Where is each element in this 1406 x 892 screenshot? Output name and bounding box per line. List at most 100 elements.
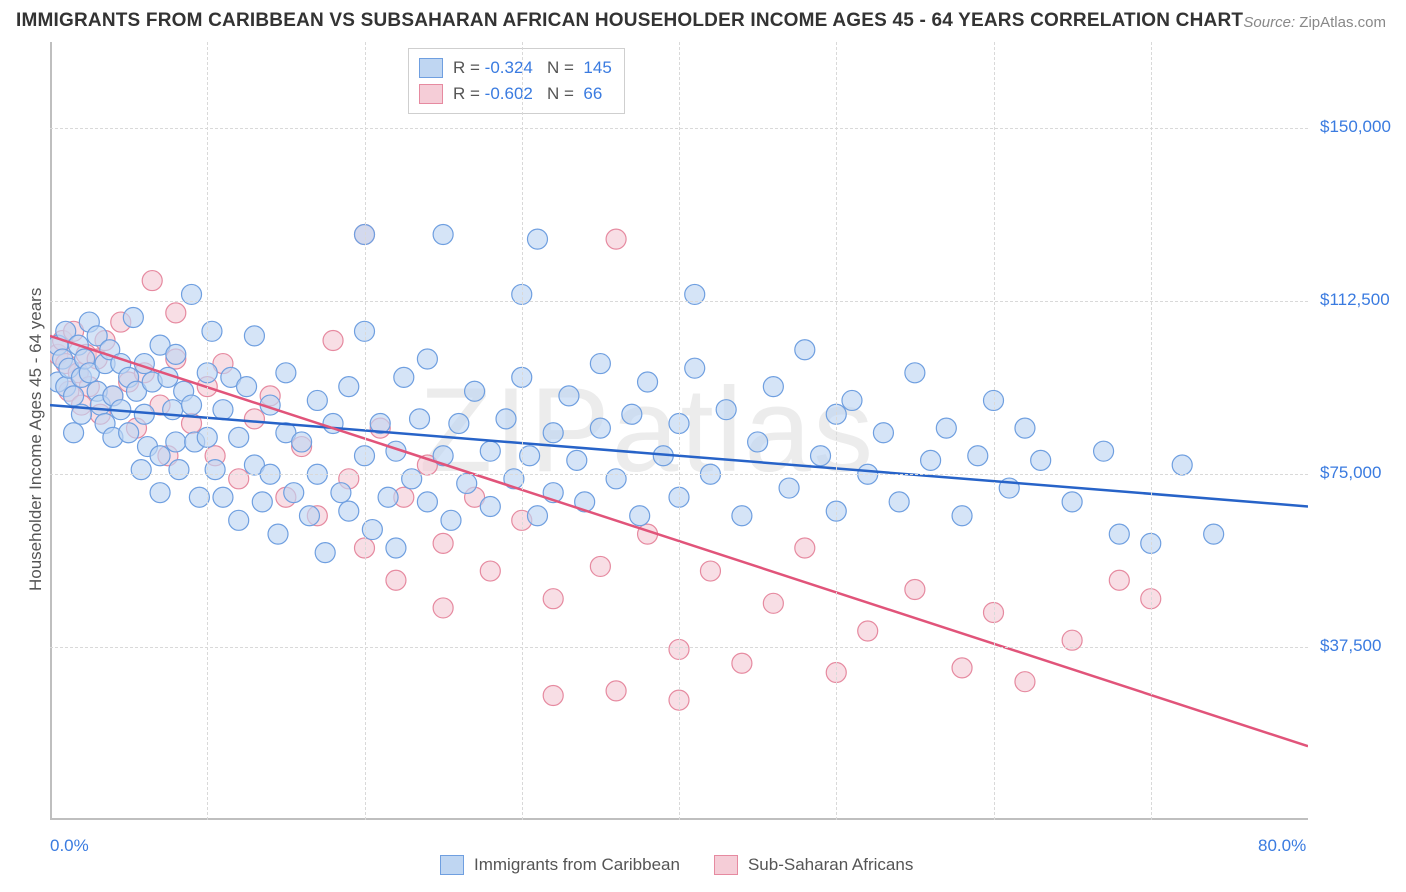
data-point-caribbean (763, 377, 783, 397)
data-point-subsaharan (700, 561, 720, 581)
data-point-caribbean (284, 483, 304, 503)
x-tick-label: 80.0% (1258, 836, 1306, 856)
data-point-caribbean (169, 460, 189, 480)
stats-text: R = -0.324 N = 145 (453, 55, 612, 81)
data-point-caribbean (559, 386, 579, 406)
gridline-vertical (1151, 42, 1152, 820)
data-point-caribbean (527, 229, 547, 249)
data-point-caribbean (394, 367, 414, 387)
data-point-subsaharan (732, 653, 752, 673)
data-point-caribbean (182, 395, 202, 415)
data-point-caribbean (889, 492, 909, 512)
data-point-subsaharan (590, 556, 610, 576)
data-point-caribbean (905, 363, 925, 383)
data-point-caribbean (268, 524, 288, 544)
data-point-subsaharan (433, 598, 453, 618)
data-point-caribbean (480, 496, 500, 516)
data-point-caribbean (496, 409, 516, 429)
data-point-caribbean (276, 363, 296, 383)
data-point-caribbean (417, 492, 437, 512)
gridline-vertical (522, 42, 523, 820)
legend-swatch-icon (714, 855, 738, 875)
data-point-caribbean (1094, 441, 1114, 461)
data-point-subsaharan (763, 593, 783, 613)
data-point-caribbean (244, 326, 264, 346)
y-tick-label: $112,500 (1320, 290, 1390, 310)
data-point-caribbean (873, 423, 893, 443)
data-point-caribbean (213, 487, 233, 507)
data-point-caribbean (64, 423, 84, 443)
legend-label: Sub-Saharan Africans (748, 855, 913, 875)
correlation-stats-box: R = -0.324 N = 145R = -0.602 N = 66 (408, 48, 625, 114)
data-point-caribbean (315, 543, 335, 563)
data-point-subsaharan (905, 579, 925, 599)
data-point-caribbean (1109, 524, 1129, 544)
data-point-caribbean (1204, 524, 1224, 544)
data-point-caribbean (417, 349, 437, 369)
data-point-caribbean (252, 492, 272, 512)
data-point-subsaharan (323, 331, 343, 351)
data-point-caribbean (441, 510, 461, 530)
data-point-caribbean (1015, 418, 1035, 438)
data-point-caribbean (527, 506, 547, 526)
data-point-caribbean (543, 423, 563, 443)
data-point-caribbean (449, 414, 469, 434)
data-point-caribbean (213, 400, 233, 420)
data-point-caribbean (119, 423, 139, 443)
data-point-caribbean (567, 450, 587, 470)
data-point-caribbean (229, 510, 249, 530)
legend-swatch-icon (419, 58, 443, 78)
data-point-subsaharan (606, 229, 626, 249)
stats-row-subsaharan: R = -0.602 N = 66 (419, 81, 612, 107)
data-point-caribbean (150, 446, 170, 466)
legend-swatch-icon (419, 84, 443, 104)
stats-text: R = -0.602 N = 66 (453, 81, 602, 107)
gridline-vertical (207, 42, 208, 820)
data-point-caribbean (685, 358, 705, 378)
data-point-caribbean (402, 469, 422, 489)
data-point-caribbean (465, 381, 485, 401)
data-point-caribbean (339, 377, 359, 397)
data-point-caribbean (386, 538, 406, 558)
legend-item-caribbean: Immigrants from Caribbean (440, 855, 680, 875)
data-point-caribbean (331, 483, 351, 503)
data-point-caribbean (606, 469, 626, 489)
data-point-caribbean (229, 427, 249, 447)
data-point-caribbean (131, 460, 151, 480)
data-point-caribbean (480, 441, 500, 461)
data-point-caribbean (457, 473, 477, 493)
data-point-caribbean (123, 307, 143, 327)
legend-label: Immigrants from Caribbean (474, 855, 680, 875)
data-point-caribbean (590, 354, 610, 374)
data-point-subsaharan (1109, 570, 1129, 590)
data-point-caribbean (150, 483, 170, 503)
data-point-subsaharan (244, 409, 264, 429)
data-point-caribbean (952, 506, 972, 526)
y-tick-label: $37,500 (1320, 636, 1381, 656)
data-point-caribbean (1031, 450, 1051, 470)
data-point-caribbean (842, 390, 862, 410)
data-point-subsaharan (543, 686, 563, 706)
gridline-vertical (679, 42, 680, 820)
data-point-subsaharan (795, 538, 815, 558)
data-point-caribbean (795, 340, 815, 360)
data-point-caribbean (811, 446, 831, 466)
gridline-vertical (836, 42, 837, 820)
data-point-caribbean (732, 506, 752, 526)
data-point-caribbean (1172, 455, 1192, 475)
data-point-subsaharan (386, 570, 406, 590)
data-point-caribbean (64, 386, 84, 406)
data-point-caribbean (292, 432, 312, 452)
data-point-caribbean (968, 446, 988, 466)
data-point-caribbean (590, 418, 610, 438)
scatter-plot (0, 0, 1406, 892)
stats-row-caribbean: R = -0.324 N = 145 (419, 55, 612, 81)
data-point-caribbean (237, 377, 257, 397)
data-point-subsaharan (952, 658, 972, 678)
data-point-subsaharan (142, 271, 162, 291)
data-point-caribbean (638, 372, 658, 392)
data-point-caribbean (779, 478, 799, 498)
y-tick-label: $75,000 (1320, 463, 1381, 483)
data-point-subsaharan (433, 533, 453, 553)
data-point-caribbean (936, 418, 956, 438)
